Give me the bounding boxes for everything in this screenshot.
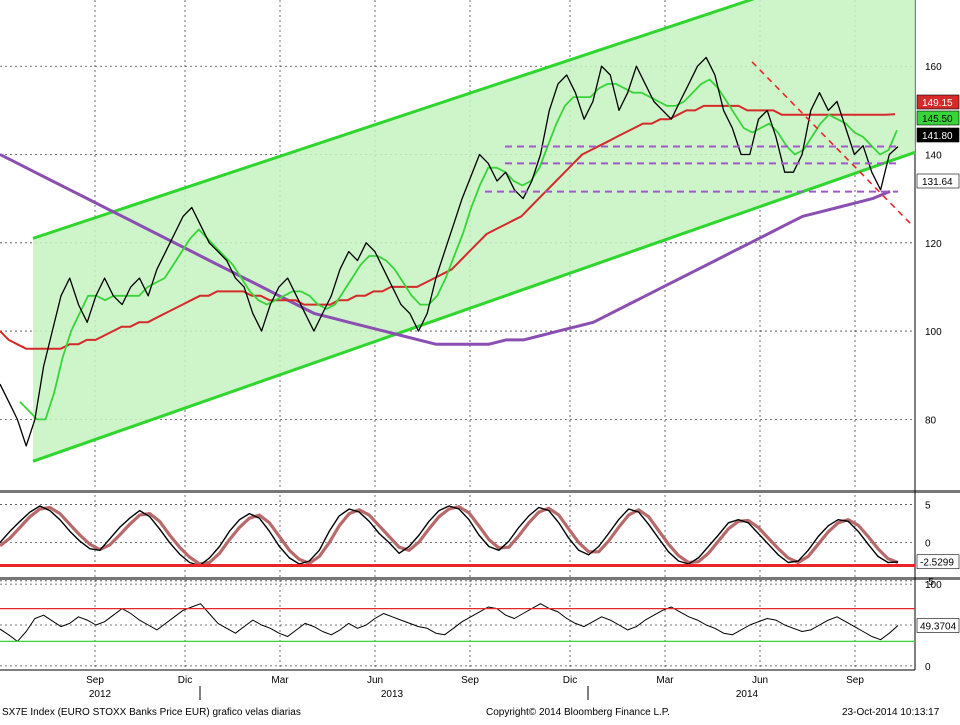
value-tag (916, 127, 960, 143)
footer-copyright: Copyright© 2014 Bloomberg Finance L.P. (486, 707, 670, 718)
y-tick-label: 80 (925, 415, 937, 426)
y-tick-label: 160 (925, 62, 942, 73)
footer-timestamp: 23-Oct-2014 10:13:17 (842, 707, 940, 718)
value-tag-label: 141.80 (922, 131, 953, 142)
y-tick-label: 100 (925, 327, 942, 338)
osc-value-tag (916, 554, 960, 570)
panel-divider (0, 577, 960, 580)
channel-fill (33, 0, 915, 462)
y-tick-label: 120 (925, 239, 942, 250)
x-tick-label: Sep (86, 675, 104, 686)
rsi-value-label: 49.3704 (920, 622, 957, 633)
series-sma-slow-line (0, 153, 891, 346)
x-tick-label: Dic (178, 675, 192, 686)
value-tag (916, 173, 960, 189)
value-tag (916, 110, 960, 126)
x-year-label: 2013 (381, 689, 404, 700)
x-tick-label: Jun (752, 675, 768, 686)
series-sma-fast-line (19, 78, 898, 421)
x-year-label: 2012 (89, 689, 112, 700)
rsi-line (0, 603, 899, 642)
x-tick-label: Dic (563, 675, 577, 686)
x-tick-label: Mar (271, 675, 289, 686)
x-tick-label: Jun (367, 675, 383, 686)
x-tick-label: Sep (461, 675, 479, 686)
value-tag-label: 131.64 (922, 177, 953, 188)
osc-tick-label: 0 (925, 539, 931, 550)
x-year-label: 2014 (736, 689, 759, 700)
x-tick-label: Mar (656, 675, 674, 686)
y-tick-label: 140 (925, 151, 942, 162)
panel-divider (0, 490, 960, 493)
series-price-line (0, 56, 899, 447)
value-tag-label: 149.15 (922, 98, 953, 109)
channel-upper-line (32, 0, 755, 240)
x-tick-label: Sep (846, 675, 864, 686)
osc-tick-label: -5 (925, 577, 934, 588)
value-tag (916, 94, 960, 110)
value-tag-label: 145.50 (922, 114, 953, 125)
osc-signal-line (0, 505, 899, 566)
osc-tick-label: 5 (925, 500, 931, 511)
downtrend-dashed-line (751, 61, 913, 226)
osc-fast-line (0, 505, 899, 567)
rsi-value-tag (916, 618, 960, 633)
footer-index-label: SX7E Index (EURO STOXX Banks Price EUR) … (2, 707, 301, 718)
channel-lower-line (32, 150, 916, 463)
rsi-tick-label: 100 (925, 580, 942, 591)
rsi-tick-label: 0 (925, 662, 931, 673)
osc-value-label: -2.5299 (920, 558, 954, 569)
